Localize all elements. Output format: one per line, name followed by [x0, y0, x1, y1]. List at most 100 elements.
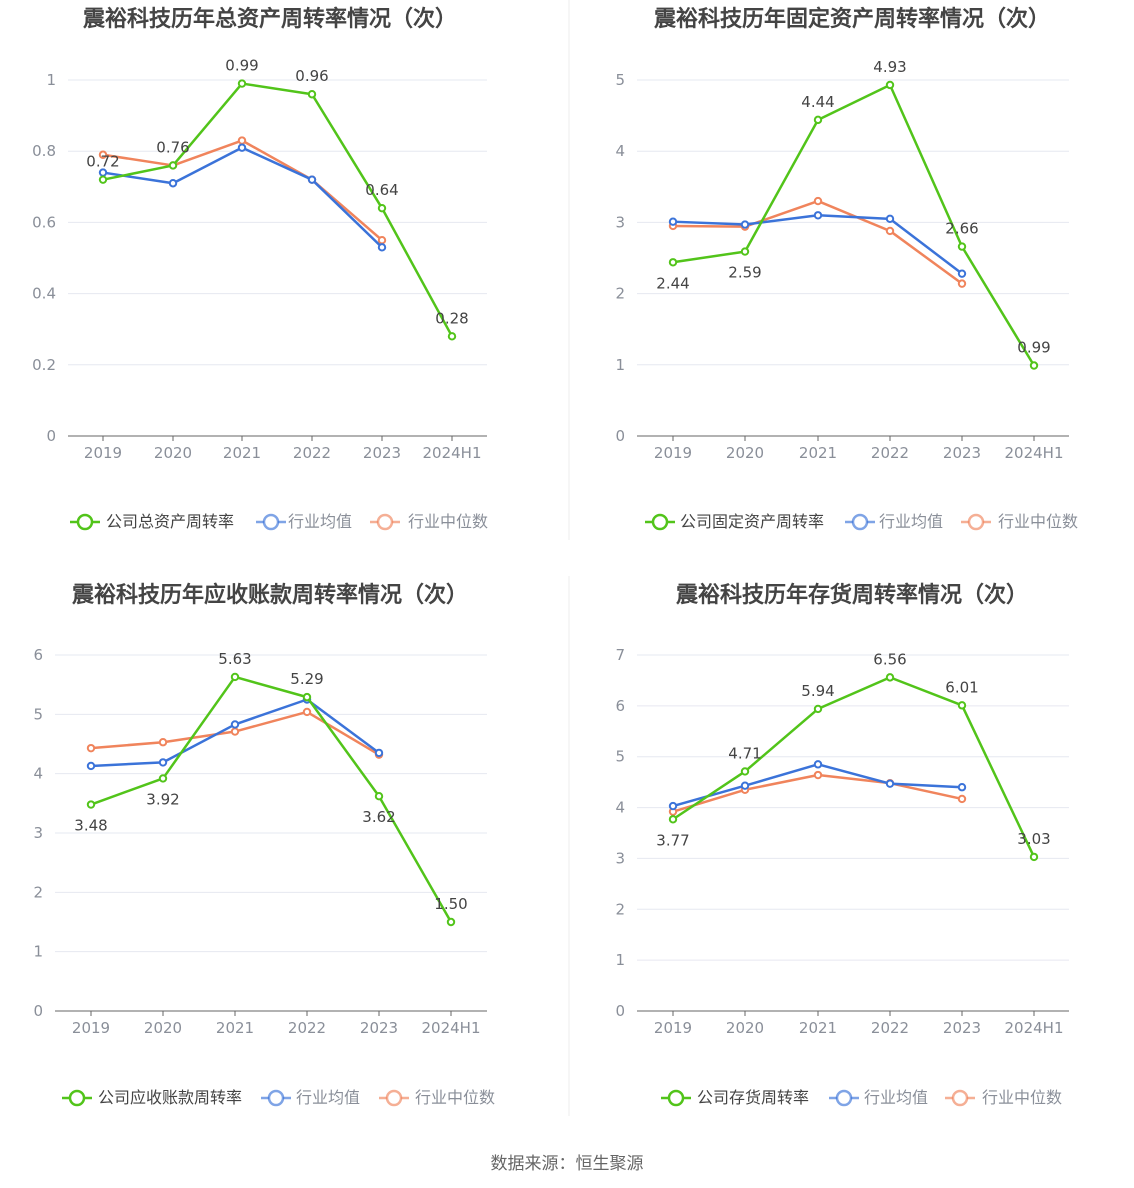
- legend-label: 公司存货周转率: [697, 1088, 809, 1107]
- data-point: [377, 236, 387, 245]
- data-point: [1029, 361, 1039, 370]
- data-point: [668, 258, 678, 267]
- data-point: [158, 758, 168, 767]
- x-tick-label: 2024H1: [1005, 1019, 1064, 1037]
- x-tick-label: 2024H1: [423, 444, 482, 462]
- legend-marker: [835, 1089, 853, 1107]
- legend-item[interactable]: 公司总资产周转率: [70, 512, 234, 531]
- y-tick-label: 0: [615, 427, 625, 445]
- chart-title: 震裕科技历年存货周转率情况（次）: [676, 582, 1028, 608]
- legend-marker: [967, 513, 985, 531]
- y-tick-label: 2: [33, 883, 43, 901]
- data-point: [668, 815, 678, 824]
- y-tick-label: 0: [33, 1002, 43, 1020]
- data-label: 4.71: [728, 744, 761, 762]
- data-point: [168, 179, 178, 188]
- data-label: 1.50: [434, 895, 467, 913]
- data-label: 0.76: [156, 138, 189, 156]
- legend-item[interactable]: 公司固定资产周转率: [645, 512, 824, 531]
- y-tick-label: 0.8: [32, 142, 56, 160]
- data-label: 2.59: [728, 264, 761, 282]
- data-label: 0.96: [295, 67, 328, 85]
- data-point: [813, 704, 823, 714]
- legend-label: 公司应收账款周转率: [98, 1088, 242, 1107]
- x-tick-label: 2021: [799, 444, 837, 462]
- series-line: [672, 83, 1036, 367]
- data-label: 0.64: [365, 181, 398, 199]
- data-point: [158, 774, 168, 783]
- legend-label: 行业中位数: [408, 512, 488, 531]
- legend-marker: [651, 513, 669, 531]
- data-label: 0.28: [435, 309, 468, 327]
- x-tick-label: 2020: [144, 1019, 182, 1037]
- x-tick-label: 2021: [223, 444, 261, 462]
- series-line: [102, 146, 383, 249]
- data-label: 0.99: [225, 57, 258, 75]
- data-label: 3.92: [146, 790, 179, 808]
- legend-label: 行业均值: [288, 512, 352, 531]
- y-tick-label: 5: [615, 71, 625, 89]
- legend-item[interactable]: 公司应收账款周转率: [62, 1088, 242, 1107]
- legend-item[interactable]: 行业中位数: [961, 512, 1078, 531]
- data-point: [86, 761, 96, 771]
- x-tick-label: 2019: [654, 444, 692, 462]
- y-tick-label: 5: [33, 705, 43, 723]
- data-point: [957, 783, 967, 792]
- legend-label: 行业中位数: [415, 1088, 495, 1107]
- data-point: [885, 214, 895, 224]
- data-point: [740, 781, 750, 790]
- x-tick-label: 2022: [288, 1019, 326, 1037]
- legend-item[interactable]: 公司存货周转率: [661, 1088, 809, 1107]
- data-point: [885, 779, 895, 788]
- legend-item[interactable]: 行业中位数: [379, 1088, 495, 1107]
- legend-marker: [851, 513, 869, 531]
- y-tick-label: 1: [33, 943, 43, 961]
- data-point: [307, 90, 317, 99]
- legend-item[interactable]: 行业中位数: [370, 512, 488, 531]
- data-label: 3.77: [656, 831, 689, 849]
- y-tick-label: 0.4: [32, 285, 56, 303]
- data-point: [98, 150, 108, 159]
- data-point: [957, 794, 967, 804]
- legend-marker: [76, 513, 94, 531]
- chart-panel-2: 震裕科技历年固定资产周转率情况（次） 0 1 2 3 4 5 2019 2020 2021 2022…: [615, 6, 1078, 531]
- data-label: 0.99: [1017, 339, 1050, 357]
- legend-item[interactable]: 行业均值: [261, 1088, 360, 1107]
- legend-marker: [267, 1089, 285, 1107]
- legend-item[interactable]: 行业均值: [256, 512, 352, 531]
- data-point: [813, 760, 823, 769]
- data-point: [885, 673, 895, 682]
- legend-marker: [385, 1089, 403, 1107]
- data-point: [168, 161, 178, 170]
- data-point: [377, 243, 387, 252]
- data-label: 5.29: [290, 670, 323, 688]
- legend-item[interactable]: 行业中位数: [945, 1088, 1062, 1107]
- y-tick-label: 1: [615, 951, 625, 969]
- data-point: [957, 242, 967, 251]
- data-point: [230, 720, 240, 729]
- legend-marker: [376, 513, 394, 531]
- legend-label: 行业中位数: [998, 512, 1078, 531]
- legend-item[interactable]: 行业均值: [845, 512, 943, 531]
- chart-panel-3: 震裕科技历年应收账款周转率情况（次） 0 1 2 3 4 5 6 2019 2020 2021 202…: [33, 582, 495, 1107]
- series-line: [90, 675, 453, 923]
- legend-label: 公司总资产周转率: [106, 512, 234, 531]
- data-point: [957, 701, 967, 710]
- data-point: [230, 672, 240, 682]
- data-point: [98, 175, 108, 184]
- data-point: [374, 748, 384, 758]
- y-tick-label: 3: [615, 849, 625, 867]
- y-tick-label: 0.2: [32, 356, 56, 374]
- legend-label: 行业均值: [296, 1088, 360, 1107]
- data-point: [885, 226, 895, 236]
- y-tick-label: 2: [615, 900, 625, 918]
- data-point: [957, 279, 967, 288]
- legend-label: 公司固定资产周转率: [680, 512, 824, 531]
- data-point: [86, 800, 96, 809]
- x-tick-label: 2022: [871, 444, 909, 462]
- data-point: [885, 80, 895, 90]
- x-tick-label: 2019: [72, 1019, 110, 1037]
- legend-marker: [262, 513, 280, 531]
- legend-item[interactable]: 行业均值: [829, 1088, 928, 1107]
